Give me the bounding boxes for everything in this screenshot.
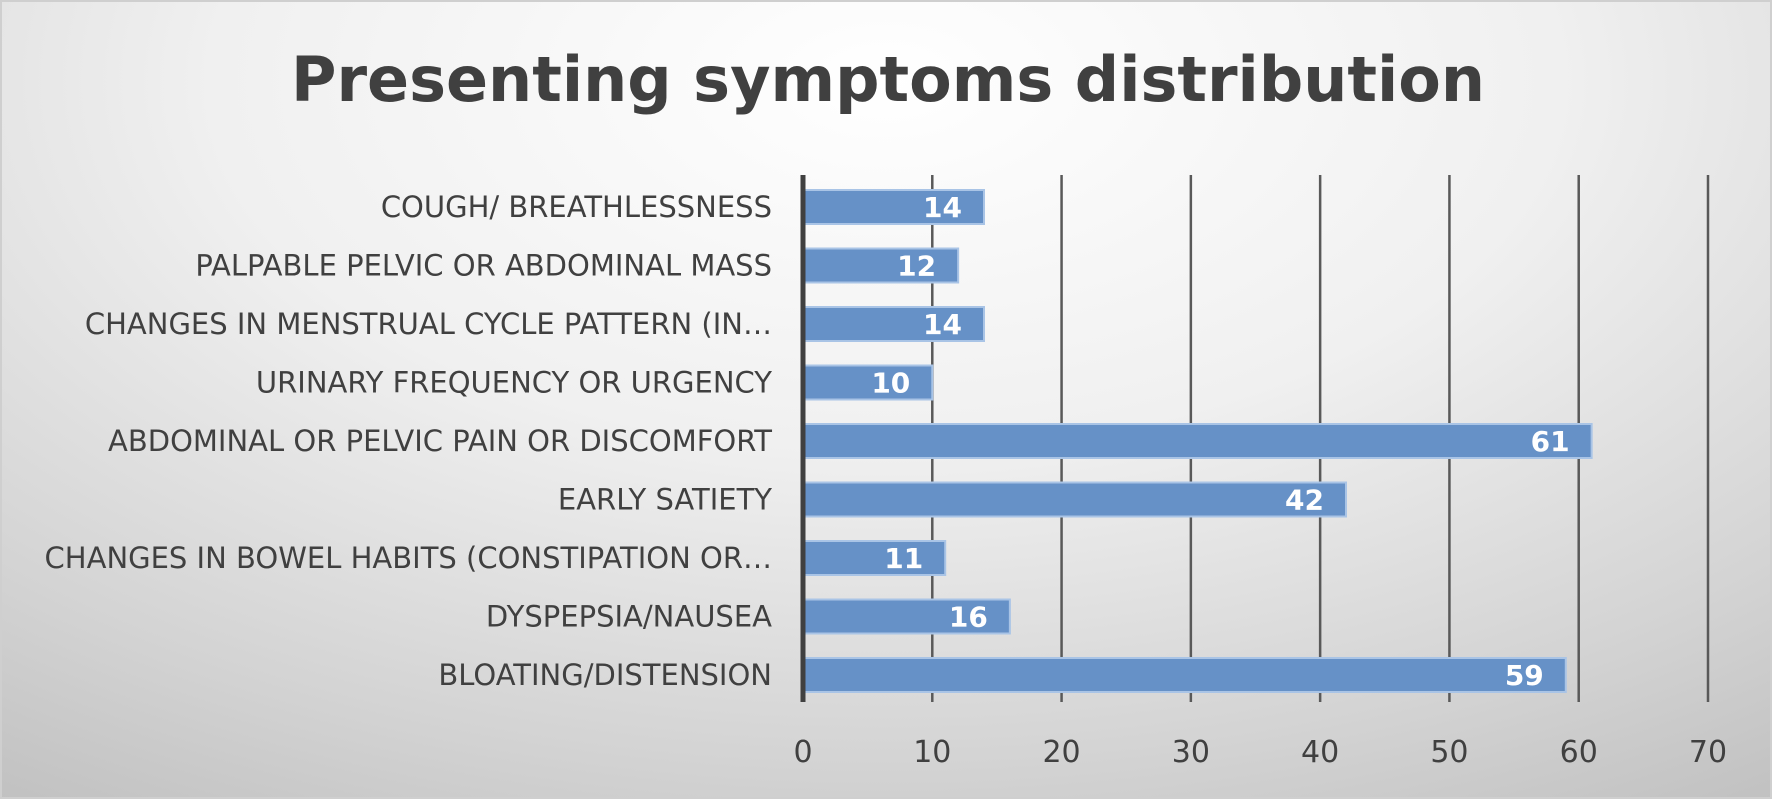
bar-7 bbox=[802, 540, 947, 576]
category-label-8: DYSPEPSIA/NAUSEA bbox=[486, 600, 772, 634]
x-tick-label-30: 30 bbox=[1172, 735, 1210, 770]
category-label-3: CHANGES IN MENSTRUAL CYCLE PATTERN (IN… bbox=[85, 307, 772, 341]
bar-1 bbox=[802, 189, 985, 225]
x-tick-label-0: 0 bbox=[793, 735, 812, 770]
chart-title: Presenting symptoms distribution bbox=[291, 43, 1485, 116]
x-tick-label-70: 70 bbox=[1689, 735, 1727, 770]
category-label-4: URINARY FREQUENCY OR URGENCY bbox=[256, 366, 772, 400]
data-label-2: 12 bbox=[897, 250, 936, 283]
bar-4 bbox=[802, 364, 934, 401]
x-tick-label-10: 10 bbox=[913, 735, 951, 770]
category-label-2: PALPABLE PELVIC OR ABDOMINAL MASS bbox=[195, 249, 772, 283]
data-label-7: 11 bbox=[884, 542, 923, 575]
category-label-9: BLOATING/DISTENSION bbox=[438, 658, 772, 692]
x-tick-label-50: 50 bbox=[1430, 735, 1468, 770]
category-label-6: EARLY SATIETY bbox=[558, 483, 772, 517]
bar-6 bbox=[802, 481, 1347, 518]
bar-5 bbox=[802, 423, 1593, 459]
category-label-7: CHANGES IN BOWEL HABITS (CONSTIPATION OR… bbox=[45, 541, 772, 575]
data-label-5: 61 bbox=[1531, 425, 1570, 458]
data-label-8: 16 bbox=[949, 601, 988, 634]
x-tick-label-40: 40 bbox=[1301, 735, 1339, 770]
data-label-3: 14 bbox=[923, 308, 962, 341]
bar-9 bbox=[802, 657, 1567, 693]
data-label-1: 14 bbox=[923, 191, 962, 224]
bars bbox=[802, 189, 1593, 693]
x-tick-label-20: 20 bbox=[1042, 735, 1080, 770]
data-label-6: 42 bbox=[1285, 484, 1324, 517]
labels: 0 10 20 30 40 50 60 70 COUGH/ BREATHLESSNESS 14 PA… bbox=[45, 190, 1728, 770]
data-label-9: 59 bbox=[1505, 659, 1544, 692]
bar-8 bbox=[802, 598, 1011, 635]
x-tick-label-60: 60 bbox=[1560, 735, 1598, 770]
category-label-1: COUGH/ BREATHLESSNESS bbox=[381, 190, 772, 224]
category-label-5: ABDOMINAL OR PELVIC PAIN OR DISCOMFORT bbox=[108, 424, 772, 458]
data-label-4: 10 bbox=[871, 367, 910, 400]
